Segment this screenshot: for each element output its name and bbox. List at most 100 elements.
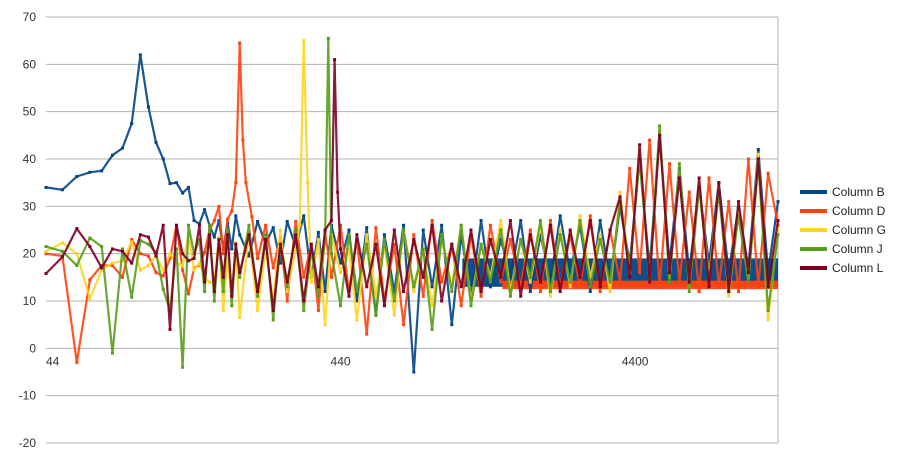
data-point bbox=[230, 294, 234, 298]
data-point bbox=[588, 275, 592, 279]
data-point bbox=[727, 200, 731, 204]
data-point bbox=[323, 290, 327, 294]
data-point bbox=[88, 297, 92, 301]
data-point bbox=[355, 299, 359, 303]
data-point bbox=[568, 280, 572, 284]
data-point bbox=[776, 233, 780, 237]
data-point bbox=[499, 275, 503, 279]
data-point bbox=[130, 237, 134, 241]
data-point bbox=[181, 264, 185, 267]
data-point bbox=[323, 237, 327, 241]
data-point bbox=[75, 175, 79, 179]
data-point bbox=[186, 292, 190, 296]
data-point bbox=[538, 290, 542, 294]
data-point bbox=[75, 361, 79, 365]
data-point bbox=[402, 290, 406, 294]
data-point bbox=[339, 304, 343, 308]
data-point bbox=[192, 268, 196, 272]
data-point bbox=[766, 308, 770, 312]
data-point bbox=[212, 290, 216, 294]
data-point bbox=[508, 294, 512, 298]
data-point bbox=[538, 280, 542, 284]
data-point bbox=[203, 290, 207, 294]
legend-label: Column B bbox=[832, 185, 885, 199]
data-point bbox=[75, 227, 79, 231]
data-point bbox=[440, 223, 444, 227]
data-point bbox=[264, 223, 268, 227]
data-point bbox=[161, 157, 165, 161]
data-point bbox=[256, 256, 260, 260]
data-point bbox=[598, 285, 602, 289]
data-point bbox=[479, 242, 483, 246]
data-point bbox=[430, 223, 434, 227]
data-point bbox=[339, 271, 343, 275]
data-point bbox=[138, 268, 142, 272]
data-point bbox=[192, 219, 196, 223]
data-point bbox=[161, 287, 165, 291]
data-point bbox=[212, 235, 216, 239]
data-point bbox=[776, 219, 780, 223]
data-point bbox=[756, 157, 760, 161]
y-tick-label: 30 bbox=[23, 199, 37, 213]
data-point bbox=[412, 237, 416, 241]
data-point bbox=[298, 223, 302, 227]
data-point bbox=[174, 247, 178, 251]
y-tick-label: 60 bbox=[23, 57, 37, 71]
data-point bbox=[548, 219, 552, 223]
data-point bbox=[146, 242, 150, 246]
x-tick-label: 4400 bbox=[622, 354, 649, 368]
data-point bbox=[479, 290, 483, 294]
data-point bbox=[519, 294, 523, 298]
data-point bbox=[217, 237, 221, 241]
data-point bbox=[208, 233, 212, 237]
data-point bbox=[306, 181, 310, 185]
data-point bbox=[450, 290, 454, 294]
data-point bbox=[278, 228, 282, 232]
data-point bbox=[60, 241, 64, 245]
data-point bbox=[766, 271, 770, 275]
data-point bbox=[238, 316, 242, 320]
data-point bbox=[746, 157, 750, 161]
data-point bbox=[412, 370, 416, 374]
y-tick-label: -20 bbox=[19, 436, 37, 450]
data-point bbox=[508, 219, 512, 223]
data-point bbox=[336, 190, 340, 194]
data-point bbox=[459, 223, 463, 227]
data-point bbox=[588, 290, 592, 294]
data-point bbox=[658, 133, 662, 137]
data-point bbox=[499, 237, 503, 241]
data-point bbox=[528, 233, 532, 237]
data-point bbox=[339, 261, 343, 265]
data-point bbox=[271, 308, 275, 312]
data-point bbox=[44, 185, 48, 189]
y-axis: 70 60 50 40 30 20 10 0 -10 -20 bbox=[19, 10, 37, 450]
data-point bbox=[256, 219, 260, 223]
data-point bbox=[186, 223, 190, 227]
data-point bbox=[44, 252, 48, 256]
data-point bbox=[168, 256, 172, 260]
y-tick-label: -10 bbox=[19, 389, 37, 403]
data-point bbox=[238, 41, 242, 45]
data-point bbox=[247, 254, 251, 258]
data-point bbox=[440, 233, 444, 237]
data-point bbox=[168, 182, 172, 186]
y-tick-label: 0 bbox=[29, 341, 36, 355]
data-point bbox=[186, 185, 190, 189]
data-point bbox=[154, 140, 158, 144]
data-point bbox=[271, 318, 275, 322]
data-point bbox=[365, 285, 369, 289]
data-point bbox=[402, 323, 406, 327]
data-point bbox=[238, 233, 242, 237]
data-point bbox=[608, 280, 612, 284]
data-point bbox=[528, 275, 532, 279]
data-point bbox=[230, 304, 234, 308]
data-point bbox=[60, 249, 64, 253]
data-point bbox=[374, 313, 378, 317]
data-point bbox=[138, 233, 142, 237]
data-point bbox=[44, 245, 48, 249]
data-point bbox=[100, 264, 104, 267]
data-point bbox=[412, 285, 416, 289]
data-point bbox=[638, 143, 642, 147]
data-point bbox=[347, 247, 351, 251]
data-point bbox=[578, 275, 582, 279]
